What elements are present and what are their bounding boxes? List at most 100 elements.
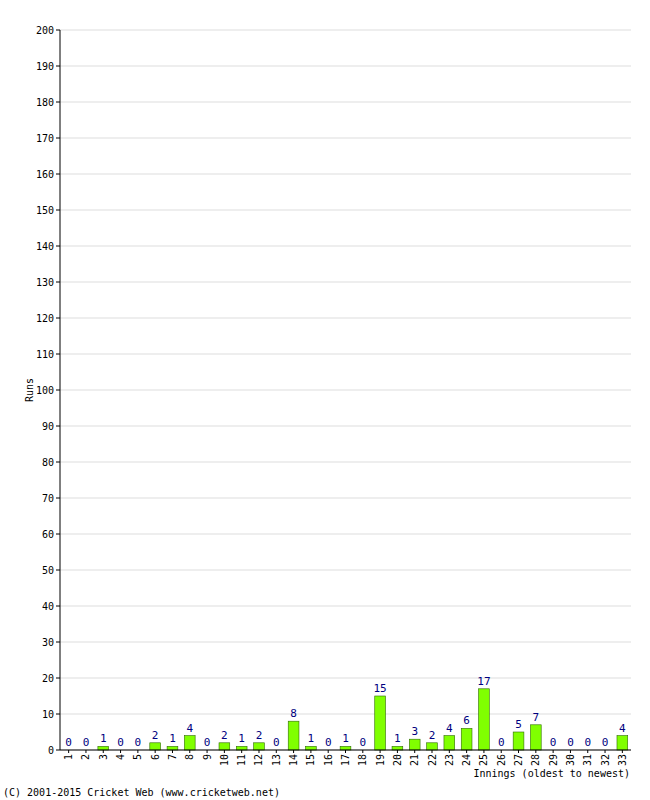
x-tick-mark [518, 750, 519, 753]
data-label: 7 [533, 711, 540, 724]
chart: 0102030405060708090100110120130140150160… [0, 0, 650, 800]
data-label: 0 [273, 736, 280, 749]
data-label: 0 [135, 736, 142, 749]
grid-line [60, 174, 631, 175]
x-tick-mark [68, 750, 69, 753]
grid-line [60, 354, 631, 355]
tick-mark [56, 246, 60, 247]
bar [306, 746, 317, 750]
x-tick-mark [276, 750, 277, 753]
bar [150, 743, 161, 750]
bar [409, 739, 420, 750]
x-tick-mark [501, 750, 502, 753]
y-tick-label: 110 [36, 349, 54, 360]
x-tick-label: 27 [513, 754, 524, 766]
tick-mark [56, 498, 60, 499]
x-tick-label: 10 [219, 754, 230, 766]
x-tick-mark [570, 750, 571, 753]
data-label: 5 [515, 718, 522, 731]
x-tick-label: 1 [63, 754, 74, 760]
tick-mark [56, 606, 60, 607]
x-tick-label: 22 [427, 754, 438, 766]
x-tick-mark [414, 750, 415, 753]
x-tick-mark [449, 750, 450, 753]
x-tick-label: 32 [600, 754, 611, 766]
data-label: 1 [308, 732, 315, 745]
bar [254, 743, 265, 750]
bar [530, 725, 541, 750]
grid-line [60, 138, 631, 139]
grid-line [60, 282, 631, 283]
x-tick-label: 14 [288, 754, 299, 766]
x-tick-mark [155, 750, 156, 753]
tick-mark [56, 642, 60, 643]
grid-line [60, 498, 631, 499]
x-tick-mark [622, 750, 623, 753]
tick-mark [56, 462, 60, 463]
x-axis-label: Innings (oldest to newest) [473, 768, 630, 779]
x-tick-label: 12 [253, 754, 264, 766]
grid-line [60, 246, 631, 247]
tick-mark [56, 678, 60, 679]
x-tick-mark [397, 750, 398, 753]
bar [98, 746, 109, 750]
tick-mark [56, 282, 60, 283]
y-tick-label: 70 [42, 493, 54, 504]
y-tick-label: 160 [36, 169, 54, 180]
tick-mark [56, 750, 60, 751]
x-tick-mark [258, 750, 259, 753]
bar [392, 746, 403, 750]
x-tick-label: 13 [271, 754, 282, 766]
data-label: 0 [602, 736, 609, 749]
bar [427, 743, 438, 750]
y-tick-label: 120 [36, 313, 54, 324]
x-tick-mark [120, 750, 121, 753]
tick-mark [56, 174, 60, 175]
x-tick-mark [293, 750, 294, 753]
x-tick-mark [466, 750, 467, 753]
x-tick-label: 9 [202, 754, 213, 760]
data-label: 2 [152, 729, 159, 742]
grid-line [60, 534, 631, 535]
data-label: 0 [204, 736, 211, 749]
tick-mark [56, 138, 60, 139]
footer: (C) 2001-2015 Cricket Web (www.cricketwe… [3, 787, 280, 798]
x-tick-mark [85, 750, 86, 753]
data-label: 0 [550, 736, 557, 749]
y-tick-label: 50 [42, 565, 54, 576]
bar [167, 746, 178, 750]
data-label: 6 [463, 714, 470, 727]
y-axis-label: Runs [24, 378, 35, 402]
bar [219, 743, 230, 750]
y-tick-label: 130 [36, 277, 54, 288]
tick-mark [56, 390, 60, 391]
data-label: 0 [584, 736, 591, 749]
x-tick-mark [483, 750, 484, 753]
x-tick-mark [224, 750, 225, 753]
x-tick-label: 5 [132, 754, 143, 760]
data-label: 1 [342, 732, 349, 745]
grid-line [60, 678, 631, 679]
y-tick-label: 180 [36, 97, 54, 108]
data-label: 1 [238, 732, 245, 745]
x-tick-label: 18 [357, 754, 368, 766]
grid-line [60, 642, 631, 643]
tick-mark [56, 714, 60, 715]
y-tick-label: 0 [48, 745, 54, 756]
grid-line [60, 714, 631, 715]
y-tick-label: 200 [36, 25, 54, 36]
data-label: 0 [498, 736, 505, 749]
bar [236, 746, 247, 750]
x-tick-label: 29 [548, 754, 559, 766]
tick-mark [56, 318, 60, 319]
x-tick-mark [207, 750, 208, 753]
y-tick-label: 10 [42, 709, 54, 720]
data-label: 1 [394, 732, 401, 745]
grid-line [60, 390, 631, 391]
x-tick-label: 11 [236, 754, 247, 766]
tick-mark [56, 102, 60, 103]
y-tick-label: 150 [36, 205, 54, 216]
tick-mark [56, 30, 60, 31]
x-tick-label: 3 [98, 754, 109, 760]
background [0, 0, 650, 800]
